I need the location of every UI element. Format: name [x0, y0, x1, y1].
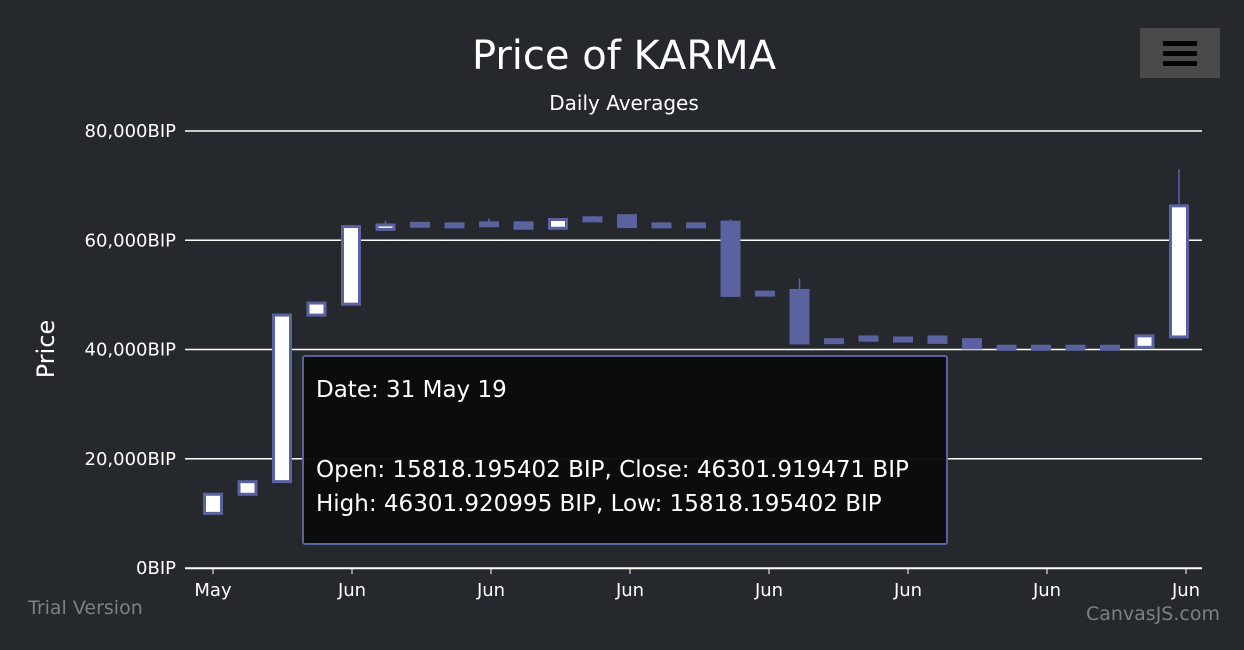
x-tick-label: May	[194, 580, 232, 601]
candle-body	[203, 492, 223, 515]
candle-tooltip: Date: 31 May 19 Open: 15818.195402 BIP, …	[302, 355, 948, 545]
x-tick-label: Jun	[476, 580, 505, 601]
y-tick-label: 20,000BIP	[85, 449, 177, 470]
candle	[1100, 344, 1120, 351]
candle-body	[1100, 344, 1120, 351]
candle	[651, 222, 672, 229]
candle-body	[789, 289, 810, 345]
candle-body	[824, 338, 844, 345]
candle	[858, 335, 879, 342]
candle	[962, 338, 982, 350]
candle-body	[479, 221, 499, 228]
candle	[375, 220, 396, 231]
hamburger-menu-icon	[1163, 41, 1197, 46]
candle	[306, 301, 327, 317]
candle-body	[927, 335, 948, 344]
candle	[755, 290, 775, 297]
candle-body	[444, 222, 465, 229]
candle	[720, 219, 741, 297]
x-tick-label: Jun	[615, 580, 644, 601]
y-tick-label: 0BIP	[136, 558, 176, 579]
x-tick-label: Jun	[893, 580, 922, 601]
candle-body	[755, 290, 775, 297]
chart-title: Price of KARMA	[472, 33, 777, 79]
candle	[1031, 344, 1051, 351]
y-axis-ticks: 0BIP 20,000BIP 40,000BIP 60,000BIP 80,000BIP	[85, 121, 177, 579]
candle	[479, 218, 499, 228]
candle-body	[237, 480, 258, 496]
candle	[410, 221, 430, 228]
x-axis-ticks: May Jun Jun Jun Jun Jun Jun Jun	[194, 568, 1200, 601]
candle-body	[858, 335, 879, 342]
x-tick-label: Jun	[1171, 580, 1200, 601]
y-tick-label: 40,000BIP	[85, 340, 177, 361]
candle-body	[893, 336, 913, 343]
candle	[927, 335, 948, 344]
candle-body	[1065, 344, 1086, 351]
x-tick-label: Jun	[754, 580, 783, 601]
candle-body	[1031, 344, 1051, 351]
candle	[203, 492, 223, 515]
tooltip-open-close: Open: 15818.195402 BIP, Close: 46301.919…	[316, 457, 909, 483]
candle	[789, 278, 810, 345]
y-axis-label: Price	[32, 320, 60, 379]
candle	[548, 217, 568, 230]
y-tick-label: 80,000BIP	[85, 121, 177, 142]
candle-body	[1169, 204, 1189, 339]
candle-body	[272, 313, 292, 484]
hamburger-menu-icon-bar	[1163, 61, 1197, 66]
tooltip-high-low: High: 46301.920995 BIP, Low: 15818.19540…	[316, 491, 882, 517]
candle-body	[996, 344, 1017, 351]
candle-body	[962, 338, 982, 350]
candle-body	[651, 222, 672, 229]
candle-body	[306, 301, 327, 317]
candle-body	[410, 221, 430, 228]
candle-body	[617, 214, 637, 229]
candle-body	[720, 220, 741, 297]
candle	[617, 214, 637, 229]
candle	[272, 313, 292, 484]
hamburger-menu-icon-bar	[1163, 51, 1197, 56]
candle	[341, 225, 361, 306]
candle	[686, 222, 706, 229]
candle-body	[582, 216, 603, 223]
candle	[444, 222, 465, 229]
chart-menu-button[interactable]	[1140, 28, 1220, 78]
candle	[237, 480, 258, 496]
candles	[203, 169, 1189, 515]
candle	[824, 338, 844, 345]
candle-body	[548, 217, 568, 230]
candle	[582, 215, 603, 223]
candle	[1169, 169, 1189, 339]
candle-body	[375, 223, 396, 231]
candle	[996, 344, 1017, 351]
candle	[1065, 344, 1086, 351]
candle	[893, 336, 913, 343]
candle-body	[341, 225, 361, 306]
trial-version-watermark: Trial Version	[27, 597, 143, 619]
candle-body	[1134, 334, 1155, 349]
x-tick-label: Jun	[337, 580, 366, 601]
x-tick-label: Jun	[1032, 580, 1061, 601]
candle-body	[686, 222, 706, 229]
candle	[1134, 334, 1155, 349]
canvasjs-credit[interactable]: CanvasJS.com	[1086, 603, 1220, 625]
y-tick-label: 60,000BIP	[85, 230, 177, 251]
candle-body	[513, 221, 534, 230]
candle	[513, 221, 534, 230]
chart-subtitle: Daily Averages	[549, 91, 699, 115]
tooltip-date: Date: 31 May 19	[316, 377, 507, 403]
